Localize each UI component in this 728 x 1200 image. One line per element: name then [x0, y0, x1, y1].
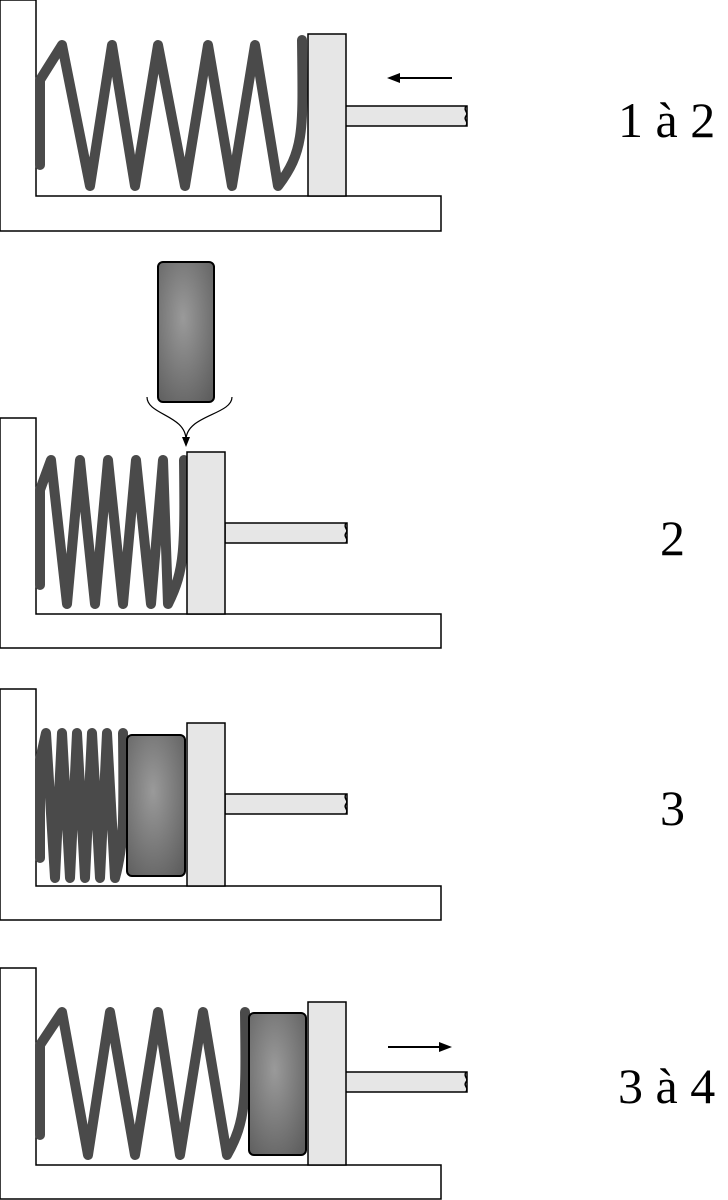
arrow-left-icon [387, 73, 452, 83]
spring [35, 455, 190, 609]
rod-break [344, 793, 348, 815]
rod-break [464, 1071, 468, 1093]
piston-rod [344, 1071, 468, 1093]
mass [126, 734, 186, 877]
spring [35, 35, 308, 191]
piston-plate [307, 1001, 347, 1166]
drop-arrowhead [182, 437, 190, 447]
arrow-right-icon [388, 1042, 452, 1052]
piston-plate [186, 722, 226, 887]
spring [35, 728, 129, 883]
rod-break [464, 105, 468, 127]
stage-label: 1 à 2 [618, 92, 715, 148]
frame [0, 688, 442, 921]
stage-1: 1 à 2 [0, 0, 715, 232]
rod-break [344, 522, 348, 544]
frame [0, 0, 442, 232]
stage-4: 3 à 4 [0, 967, 715, 1200]
stage-label: 3 à 4 [618, 1058, 715, 1114]
stage-label: 2 [660, 510, 685, 566]
piston-rod [224, 793, 348, 815]
drop-arrow [146, 396, 233, 441]
stage-2: 2 [0, 261, 685, 649]
piston-rod [224, 522, 348, 544]
piston-plate [307, 33, 347, 197]
stage-3: 3 [0, 688, 685, 921]
stage-label: 3 [660, 780, 685, 836]
falling-mass [157, 261, 215, 403]
piston-rod [344, 105, 468, 127]
frame [0, 417, 442, 649]
mass [248, 1012, 307, 1156]
spring [35, 1007, 251, 1160]
piston-plate [186, 451, 226, 615]
frame [0, 967, 442, 1200]
